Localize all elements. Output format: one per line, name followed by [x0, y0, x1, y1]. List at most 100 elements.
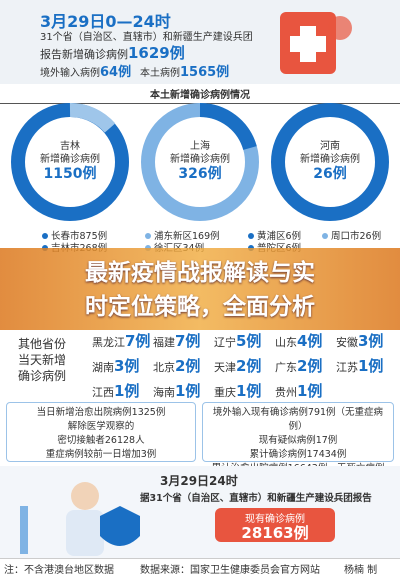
footer-art [0, 466, 400, 558]
region: 河南 新增确诊病例 26例 [285, 140, 375, 181]
province-name: 海南 [153, 386, 175, 399]
province-value: 3例 [358, 332, 384, 350]
current-label: 现有确诊病例 [245, 514, 305, 525]
legend-text: 周口市26例 [331, 231, 382, 242]
province-value: 1例 [297, 382, 323, 400]
province-name: 天津 [214, 361, 236, 374]
local: 本土病例1565例 [140, 61, 229, 80]
left-box: 当日新增治愈出院病例1325例 解除医学观察的 密切接触者26128人 重症病例较前一… [6, 402, 196, 462]
report-value: 1629例 [128, 44, 185, 62]
date: 3月29日0—24时 [40, 12, 171, 31]
footer-date: 3月29日24时 [160, 474, 238, 488]
imported-label: 境外输入病例 [40, 68, 100, 79]
province-name: 北京 [153, 361, 175, 374]
legend-item: 浦东新区169例 [145, 228, 220, 242]
legend-dot [42, 233, 48, 239]
province-value: 3例 [114, 357, 140, 375]
province-value: 1例 [114, 382, 140, 400]
overlay [0, 248, 400, 330]
report: 报告新增确诊病例1629例 [40, 42, 185, 63]
right-line: 现有疑似病例17例 [258, 435, 338, 446]
legend-text: 浦东新区169例 [154, 231, 220, 242]
other-label: 其他省份当天新增确诊病例 [18, 336, 66, 384]
legend-text: 长春市875例 [51, 231, 108, 242]
province-value: 7例 [125, 332, 151, 350]
province-name: 辽宁 [214, 336, 236, 349]
imported: 境外输入病例64例 [40, 61, 131, 80]
province-item: 江西1例 [92, 380, 153, 401]
province-item: 天津2例 [214, 355, 275, 376]
rings [11, 102, 389, 221]
local-label: 本土病例 [140, 68, 180, 79]
region-value: 1150例 [43, 166, 97, 182]
scope: 31个省（自治区、直辖市）和新疆生产建设兵团 [40, 32, 253, 43]
province-item: 辽宁5例 [214, 330, 275, 351]
overlay-line: 最新疫情战报解读与实 [85, 260, 315, 286]
region-value: 326例 [178, 166, 222, 182]
footer-scope: 据31个省（自治区、直辖市）和新疆生产建设兵团报告 [140, 493, 372, 504]
province-name: 江西 [92, 386, 114, 399]
region: 吉林新增确诊病例 1150例 [25, 140, 115, 181]
province-item: 黑龙江7例 [92, 330, 153, 351]
note: 注：不含港澳台地区数据 [4, 565, 114, 576]
province-item: 北京2例 [153, 355, 214, 376]
report-label: 报告新增确诊病例 [40, 48, 128, 61]
region-name: 吉林 [60, 141, 80, 152]
overlay-line: 时定位策略，全面分析 [85, 294, 315, 320]
local-value: 1565例 [180, 65, 230, 80]
province-value: 7例 [175, 332, 201, 350]
province-value: 5例 [236, 332, 262, 350]
province-value: 2例 [236, 357, 262, 375]
province-value: 1例 [236, 382, 262, 400]
note: 杨楠 制 [344, 565, 378, 576]
medical-icon [280, 12, 352, 74]
other-line: 确诊病例 [18, 369, 67, 383]
legend-dot [145, 233, 151, 239]
note: 数据来源：国家卫生健康委员会官方网站 [140, 565, 320, 576]
legend-item: 长春市875例 [42, 228, 107, 242]
legend-dot [322, 233, 328, 239]
province-value: 4例 [297, 332, 323, 350]
overlay-title: 最新疫情战报解读与实 时定位策略，全面分析 [0, 256, 400, 324]
province-item: 山东4例 [275, 330, 336, 351]
province-name: 贵州 [275, 386, 297, 399]
legend-text: 黄浦区6例 [257, 231, 302, 242]
province-item: 海南1例 [153, 380, 214, 401]
legend-dot [248, 233, 254, 239]
right-line: 境外输入现有确诊病例791例（无重症病例） [212, 407, 384, 432]
province-value: 2例 [175, 357, 201, 375]
province-item: 安徽3例 [336, 330, 397, 351]
left-line: 解除医学观察的 [67, 421, 135, 432]
province-item: 重庆1例 [214, 380, 275, 401]
imported-value: 64例 [100, 65, 132, 80]
legend-item: 周口市26例 [322, 228, 381, 242]
region-value: 26例 [313, 166, 347, 182]
legend-item: 黄浦区6例 [248, 228, 301, 242]
province-item: 贵州1例 [275, 380, 336, 401]
left-line: 密切接触者26128人 [57, 435, 145, 446]
province-name: 安徽 [336, 336, 358, 349]
right-box: 境外输入现有确诊病例791例（无重症病例） 现有疑似病例17例 累计确诊病例1743… [202, 402, 394, 474]
province-value: 1例 [175, 382, 201, 400]
province-list: 黑龙江7例 福建7例 辽宁5例 山东4例 安徽3例 湖南3例 北京2例 天津2例 广东2例 江苏1… [92, 330, 398, 401]
province-item: 广东2例 [275, 355, 336, 376]
right-line: 累计确诊病例17434例 [249, 449, 347, 460]
region-label: 新增确诊病例 [170, 154, 230, 165]
province-name: 江苏 [336, 361, 358, 374]
left-line: 当日新增治愈出院病例1325例 [36, 407, 166, 418]
other-line: 当天新增 [18, 353, 67, 367]
province-item: 湖南3例 [92, 355, 153, 376]
region-label: 新增确诊病例 [40, 154, 100, 165]
province-value: 1例 [358, 357, 384, 375]
region-name: 上海 [190, 141, 210, 152]
province-name: 湖南 [92, 361, 114, 374]
province-item: 江苏1例 [336, 355, 397, 376]
other-line: 其他省份 [18, 337, 67, 351]
province-name: 广东 [275, 361, 297, 374]
province-value: 2例 [297, 357, 323, 375]
province-name: 福建 [153, 336, 175, 349]
region-name: 河南 [320, 141, 340, 152]
region: 上海新增确诊病例 326例 [155, 140, 245, 181]
province-item: 福建7例 [153, 330, 214, 351]
